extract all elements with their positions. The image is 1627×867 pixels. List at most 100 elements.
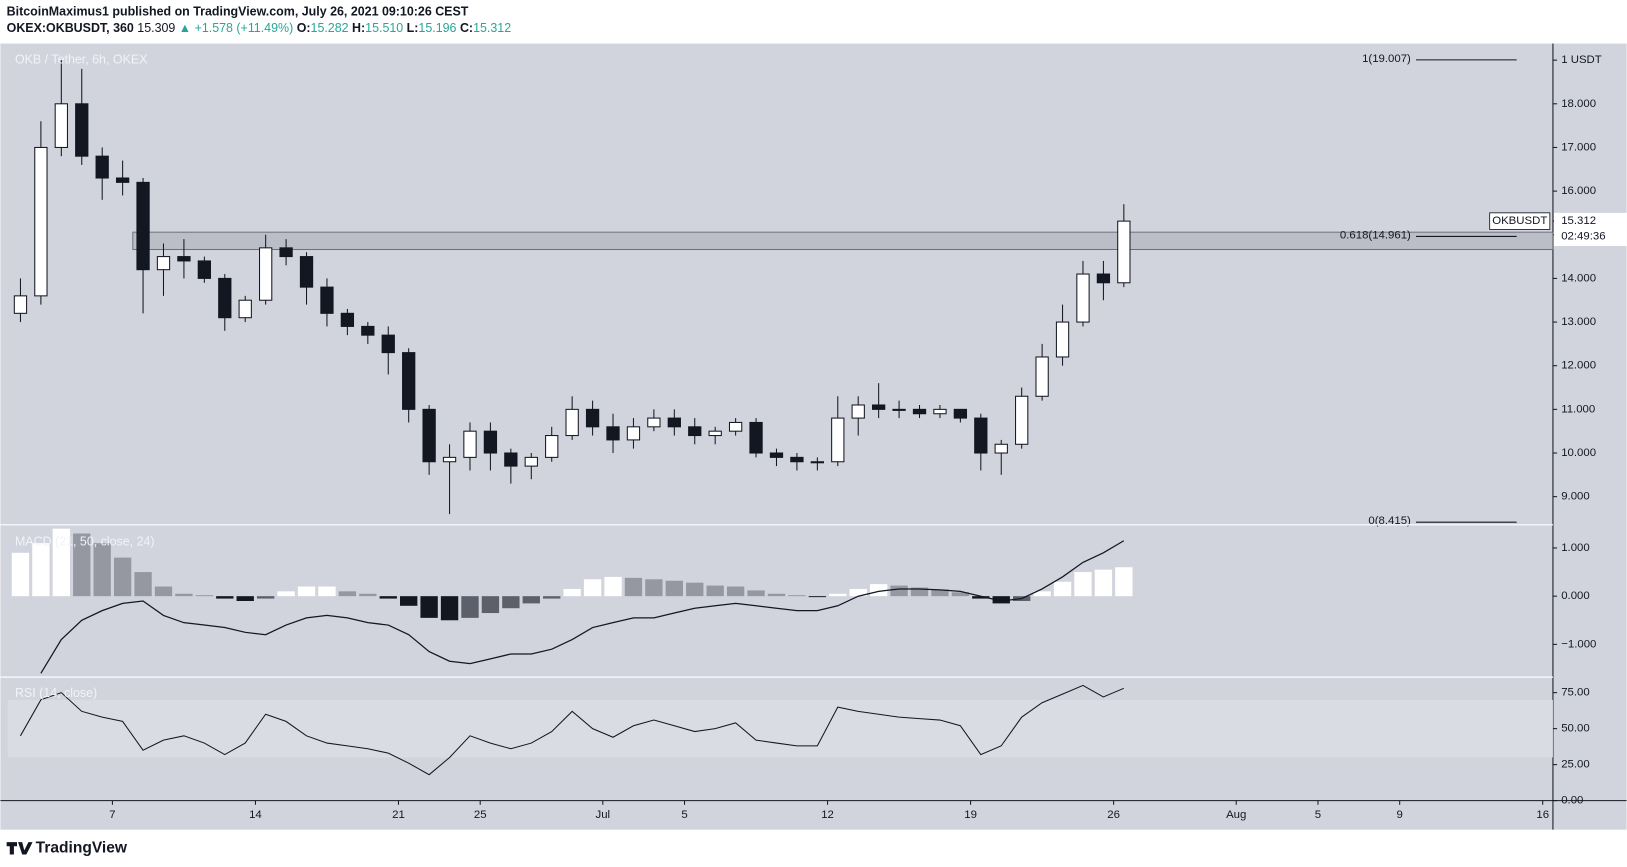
candle-body [279, 247, 293, 258]
change: ▲ +1.578 (+11.49%) [179, 21, 293, 35]
candle-body [381, 334, 395, 354]
candle-body [1096, 273, 1111, 284]
candle-body [156, 256, 171, 271]
macd-histogram-bar [890, 585, 908, 597]
macd-histogram-bar [563, 588, 581, 597]
macd-histogram-bar [1074, 572, 1092, 597]
symbol: OKEX:OKBUSDT, 360 [7, 21, 134, 35]
price-tag-value: 15.312 [1561, 215, 1596, 227]
macd-histogram-bar [624, 577, 643, 597]
candle-body [667, 417, 681, 428]
c-label: C: [460, 21, 473, 35]
candle-body [892, 408, 906, 411]
rsi-band [7, 699, 1553, 758]
macd-histogram-bar [481, 596, 500, 614]
macd-histogram-bar [747, 590, 765, 597]
candle-body [831, 417, 845, 463]
candle-body [810, 461, 824, 464]
candle-body [463, 430, 477, 458]
y-tick-label: 0.000 [1561, 590, 1590, 602]
l-label: L: [407, 21, 419, 35]
candle-body [259, 247, 273, 301]
macd-histogram-bar [543, 596, 561, 599]
symbol-row: OKEX:OKBUSDT, 360 15.309 ▲ +1.578 (+11.4… [7, 21, 512, 35]
fib-label: 0.618(14.961) [1340, 229, 1411, 241]
candle-body [933, 408, 947, 415]
candle-body [218, 277, 232, 319]
y-tick-label: 75.00 [1561, 687, 1590, 699]
macd-histogram-bar [686, 582, 704, 597]
candle-body [422, 408, 436, 463]
candle-body [769, 452, 784, 458]
macd-line [40, 540, 1125, 674]
y-tick-label: 0.00 [1561, 795, 1583, 807]
price-tag-symbol: OKBUSDT [1492, 215, 1547, 227]
macd-histogram-bar [1094, 569, 1113, 597]
macd-histogram-bar [32, 543, 50, 597]
macd-histogram-bar [706, 585, 724, 597]
macd-histogram-bar [665, 580, 684, 597]
macd-histogram-bar [11, 552, 30, 597]
macd-histogram-bar [277, 591, 295, 597]
candle-body [585, 408, 600, 428]
macd-histogram-bar [951, 592, 970, 597]
candle-body [626, 426, 641, 441]
macd-histogram-bar [502, 596, 520, 609]
close: 15.312 [473, 21, 511, 35]
macd-histogram-bar [645, 579, 663, 597]
macd-histogram-bar [420, 596, 438, 618]
publisher: BitcoinMaximus1 published on TradingView… [7, 5, 469, 19]
price-tag-box [1553, 212, 1627, 247]
candle-body [565, 408, 579, 437]
x-tick-label: Jul [596, 809, 611, 821]
macd-histogram-bar [972, 596, 990, 599]
y-tick-label: 50.00 [1561, 723, 1590, 735]
candle-body [34, 146, 48, 297]
macd-histogram-bar [726, 586, 745, 597]
logo [6, 842, 33, 855]
candle-body [1035, 356, 1049, 397]
x-tick-label: 9 [1397, 809, 1403, 821]
candle-body [545, 435, 559, 458]
x-tick-label: 16 [1536, 809, 1549, 821]
x-tick-label: 19 [964, 809, 977, 821]
candle-body [13, 295, 28, 314]
macd-histogram-bar [931, 589, 949, 597]
macd-histogram-bar [1053, 581, 1072, 597]
low: 15.196 [418, 21, 456, 35]
candle-body [361, 325, 375, 336]
candle-body [912, 408, 927, 415]
pane-title: MACD (21, 50, close, 24) [15, 535, 155, 549]
macd-histogram-bar [297, 586, 316, 597]
y-tick-label: 12.000 [1561, 360, 1596, 372]
candle-body [136, 181, 150, 271]
pane-title: RSI (14, close) [15, 686, 97, 700]
candle-body [1076, 273, 1090, 323]
price-tag-symbol-box [1489, 212, 1551, 230]
candle-body [238, 299, 252, 319]
plot: 1 USDT18.00017.00016.00015.00014.00013.0… [0, 43, 1627, 830]
last: 15.309 [137, 21, 175, 35]
candle-body [483, 430, 498, 454]
candle-body [749, 421, 763, 454]
macd-histogram-bar [134, 572, 152, 597]
candle-body [197, 260, 212, 279]
candle-body [606, 426, 620, 441]
price-tag-countdown: 02:49:36 [1561, 231, 1605, 243]
candle-body [75, 103, 89, 157]
x-tick-label: 25 [474, 809, 487, 821]
macd-histogram-bar [1115, 567, 1133, 597]
x-tick-label: 26 [1107, 809, 1120, 821]
macd-histogram-bar [216, 596, 234, 599]
resistance-zone [132, 231, 1554, 251]
y-tick-label: 13.000 [1561, 316, 1596, 328]
candle-body [54, 103, 68, 148]
x-tick-label: 5 [681, 809, 687, 821]
candle-body [871, 404, 886, 410]
macd-histogram-bar [767, 593, 786, 597]
macd-histogram-bar [400, 596, 418, 606]
y-tick-label: 18.000 [1561, 98, 1596, 110]
y-tick-label: 14.000 [1561, 272, 1596, 284]
